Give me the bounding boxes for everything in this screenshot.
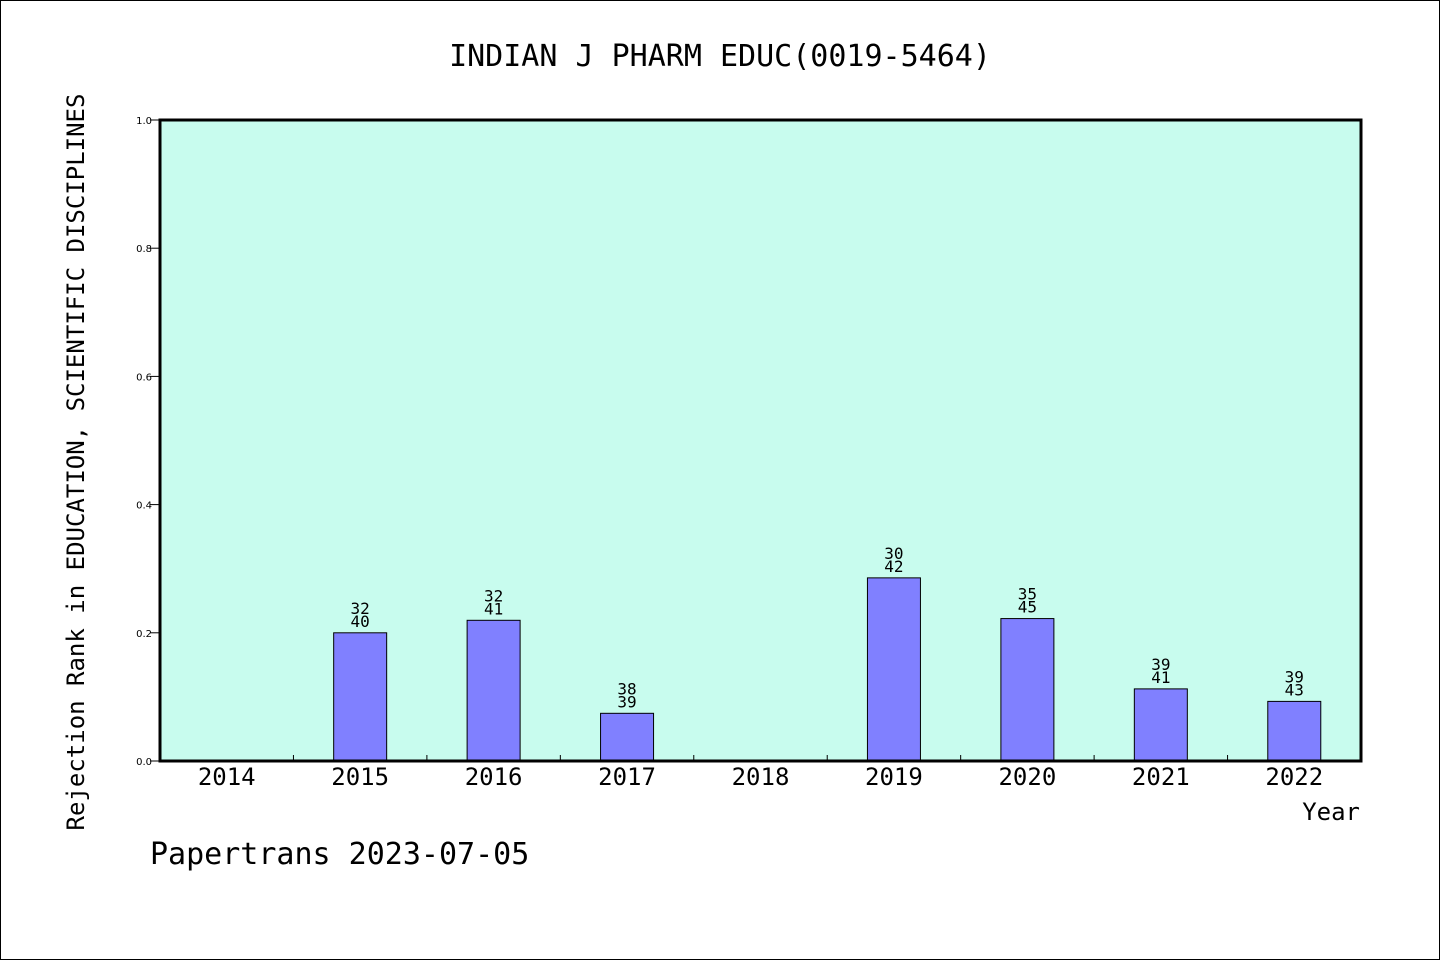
x-tick-label-2015: 2015 (331, 763, 389, 791)
data-label-bottom-2021: 41 (1151, 668, 1170, 687)
y-tick-label-0.6: 0.6 (136, 372, 152, 383)
x-tick-label-2019: 2019 (865, 763, 923, 791)
y-tick-label-0.8: 0.8 (136, 244, 152, 255)
y-tick-label-0.4: 0.4 (136, 501, 152, 512)
x-axis-label: Year (1302, 798, 1360, 826)
data-label-bottom-2020: 45 (1018, 598, 1037, 617)
data-label-top-2022: 39 (1285, 667, 1304, 686)
bar-2016 (466, 619, 521, 762)
data-label-top-2016: 32 (484, 586, 503, 605)
data-label-top-2019: 30 (884, 544, 903, 563)
bar-2019 (866, 577, 921, 762)
x-ticks-group: 2014 2015 2016 2017 2018 2019 2020 2021 2022 (198, 755, 1323, 791)
x-tick-label-2020: 2020 (998, 763, 1056, 791)
bar-2020 (1000, 618, 1055, 762)
data-label-top-2015: 32 (351, 599, 370, 618)
x-tick-label-2021: 2021 (1132, 763, 1190, 791)
bars-group (333, 577, 1322, 762)
y-tick-label-1.0: 1.0 (136, 116, 152, 127)
data-label-top-2021: 39 (1151, 655, 1170, 674)
data-label-bottom-2017: 39 (617, 692, 636, 711)
data-label-bottom-2019: 42 (884, 557, 903, 576)
bar-2015 (333, 632, 388, 762)
footer-text: Papertrans 2023-07-05 (150, 837, 529, 872)
data-label-top-2020: 35 (1018, 585, 1037, 604)
chart-title: INDIAN J PHARM EDUC(0019-5464) (449, 39, 991, 74)
data-label-bottom-2022: 43 (1285, 680, 1304, 699)
y-tick-label-0.2: 0.2 (136, 629, 152, 640)
x-tick-label-2018: 2018 (732, 763, 790, 791)
data-label-bottom-2016: 41 (484, 599, 503, 618)
x-tick-label-2016: 2016 (465, 763, 523, 791)
y-tick-label-0.0: 0.0 (136, 757, 152, 768)
bar-2022 (1267, 700, 1322, 762)
y-axis-label: Rejection Rank in EDUCATION, SCIENTIFIC … (62, 94, 90, 831)
data-label-top-2017: 38 (617, 679, 636, 698)
plot-border (158, 118, 1363, 763)
x-tick-label-2014: 2014 (198, 763, 256, 791)
y-ticks-group: 0.0 0.2 0.4 0.6 0.8 1.0 (136, 116, 160, 768)
data-label-bottom-2015: 40 (351, 612, 370, 631)
x-tick-label-2022: 2022 (1265, 763, 1323, 791)
x-tick-label-2017: 2017 (598, 763, 656, 791)
bar-2017 (600, 712, 655, 762)
bar-2021 (1133, 688, 1188, 762)
